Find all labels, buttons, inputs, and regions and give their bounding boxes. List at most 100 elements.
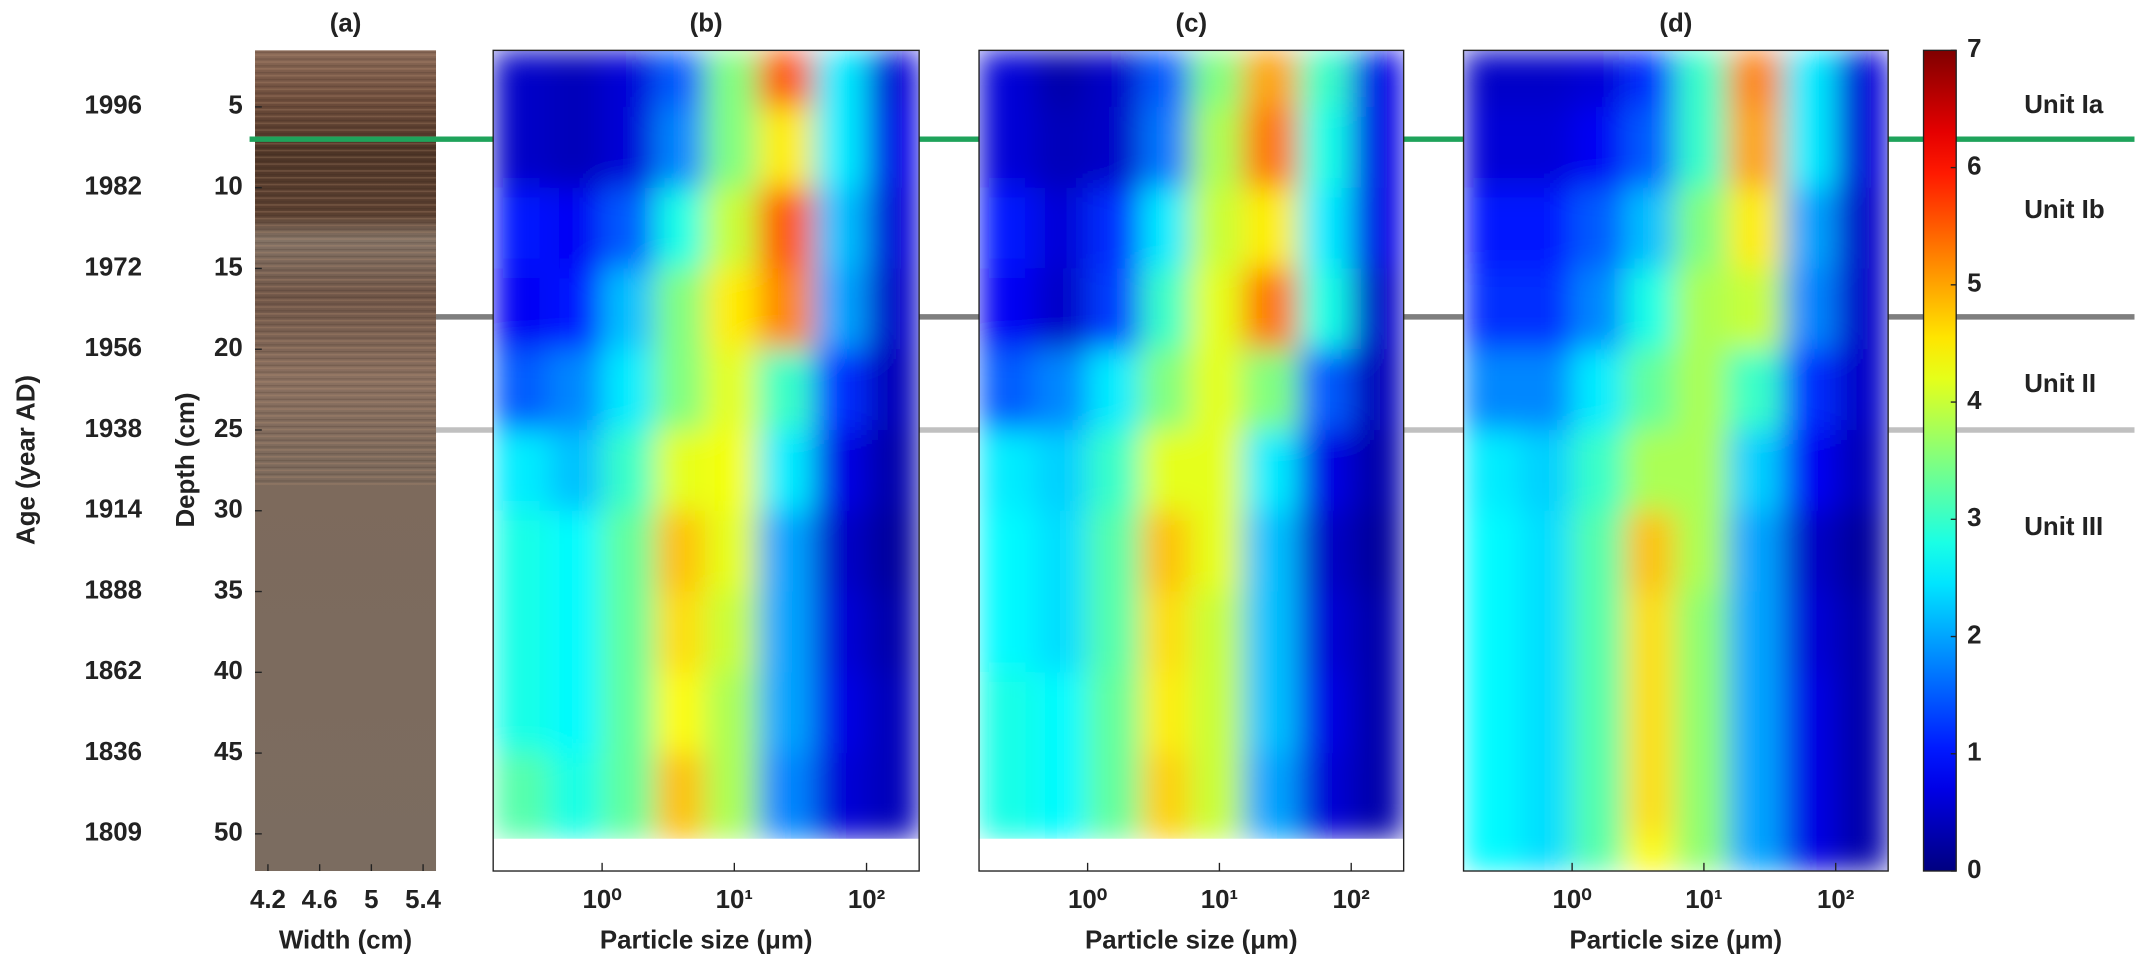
age-label: 1956: [85, 334, 143, 362]
x-tick-label: 4.2: [250, 886, 286, 914]
heatmap-cell: [1835, 50, 1889, 108]
heatmap-cell: [813, 50, 868, 108]
heatmap-cell: [1835, 833, 1889, 872]
y-tick-label: 30: [214, 496, 243, 524]
heatmap-cell: [1572, 187, 1626, 270]
heatmap-cell: [1242, 268, 1300, 350]
core-photo: [255, 50, 437, 872]
heatmap-cell: [1463, 672, 1521, 754]
x-axis-label: Particle size (μm): [600, 927, 813, 955]
heatmap-cell: [1624, 106, 1676, 189]
heatmap-cells: [1463, 50, 1889, 872]
heatmap-cell: [602, 429, 656, 512]
x-tick-label: 10²: [848, 886, 886, 914]
heatmap-cell: [1783, 50, 1837, 108]
heatmap-cell: [1242, 591, 1300, 673]
heatmap-cell: [979, 50, 1036, 108]
heatmap-cell: [1035, 753, 1089, 839]
heatmap-cell: [654, 187, 706, 270]
heatmap-cell: [757, 672, 815, 754]
x-axis-label: Particle size (μm): [1085, 927, 1298, 955]
heatmap-cell: [1783, 268, 1837, 350]
heatmap-cell: [813, 268, 868, 350]
heatmap-cell: [1087, 753, 1141, 839]
x-axis-label: Particle size (μm): [1570, 927, 1783, 955]
unit-label: Unit II: [2024, 370, 2096, 398]
heatmap-cell: [602, 591, 656, 673]
heatmap-cell: [654, 672, 706, 754]
heatmap-cell: [1035, 672, 1089, 754]
heatmap-cell: [1140, 429, 1191, 512]
heatmap-cell: [1190, 753, 1244, 839]
heatmap: [1463, 50, 1889, 872]
heatmap-cell: [1242, 429, 1300, 512]
heatmap-cell: [654, 268, 706, 350]
y-tick-label: 50: [214, 819, 243, 847]
x-tick-label: 10²: [1333, 886, 1371, 914]
heatmap-cell: [1140, 591, 1191, 673]
heatmap-cell: [1035, 510, 1089, 593]
colorbar-tick-label: 3: [1967, 504, 1981, 532]
x-tick-label: 10⁰: [1553, 886, 1592, 914]
heatmap-cell: [1190, 349, 1244, 431]
heatmap-cell: [1242, 106, 1300, 189]
y-tick-label: 45: [214, 738, 243, 766]
heatmap-cell: [1727, 753, 1784, 835]
heatmap-cell: [1035, 591, 1089, 673]
heatmap-cell: [704, 106, 759, 189]
heatmap-cell: [1298, 349, 1352, 431]
x-tick-label: 4.6: [302, 886, 338, 914]
heatmap-cell: [1519, 833, 1573, 872]
heatmap-cell: [1572, 510, 1626, 593]
heatmap-cell: [1351, 429, 1404, 512]
heatmap-cell: [549, 106, 603, 189]
heatmap-cell: [1519, 50, 1573, 108]
heatmap-cell: [813, 187, 868, 270]
heatmap-cell: [1087, 187, 1141, 270]
heatmap-cell: [602, 106, 656, 189]
heatmap-cell: [1783, 429, 1837, 512]
heatmap-cell: [813, 349, 868, 431]
heatmap-cell: [704, 429, 759, 512]
heatmap-cell: [1298, 510, 1352, 593]
age-label: 1996: [85, 92, 143, 120]
heatmap-cell: [1035, 268, 1089, 350]
heatmap-cell: [813, 106, 868, 189]
heatmap-cell: [1298, 672, 1352, 754]
heatmap-cell: [1572, 833, 1626, 872]
heatmap-cell: [866, 429, 920, 512]
heatmap-cell: [1783, 672, 1837, 754]
heatmap-cell: [813, 753, 868, 839]
heatmap-cell: [979, 106, 1036, 189]
heatmap-cell: [1519, 672, 1573, 754]
age-label: 1982: [85, 172, 143, 200]
heatmap-cell: [1087, 672, 1141, 754]
heatmap-cell: [1674, 672, 1728, 754]
heatmap-cell: [1190, 672, 1244, 754]
colorbar-tick-label: 0: [1967, 856, 1981, 884]
heatmap-cell: [866, 591, 920, 673]
heatmap-cell: [813, 672, 868, 754]
heatmap-cell: [1727, 429, 1784, 512]
panels: Unit Ia Unit Ib Unit II Unit III (a) Width (c…: [13, 9, 2135, 955]
heatmap-cell: [549, 50, 603, 108]
heatmap-cell: [549, 429, 603, 512]
heatmap-cell: [757, 187, 815, 270]
panel-title: (b): [690, 9, 723, 37]
heatmap-cell: [1519, 591, 1573, 673]
heatmap-cell: [1674, 349, 1728, 431]
heatmap-cell: [704, 672, 759, 754]
panel-title: (d): [1659, 9, 1692, 37]
heatmap-cell: [1242, 672, 1300, 754]
heatmap-cell: [757, 510, 815, 593]
heatmap-cell: [1835, 591, 1889, 673]
x-tick-label: 10²: [1817, 886, 1855, 914]
heatmap-cell: [1674, 429, 1728, 512]
heatmap-cell: [979, 672, 1036, 754]
heatmap-cell: [866, 349, 920, 431]
heatmap-cell: [1463, 268, 1521, 350]
y-tick-label: 35: [214, 576, 243, 604]
heatmap: [979, 50, 1404, 839]
colorbar-tick-label: 4: [1967, 387, 1982, 415]
core-laminae: [255, 50, 437, 486]
